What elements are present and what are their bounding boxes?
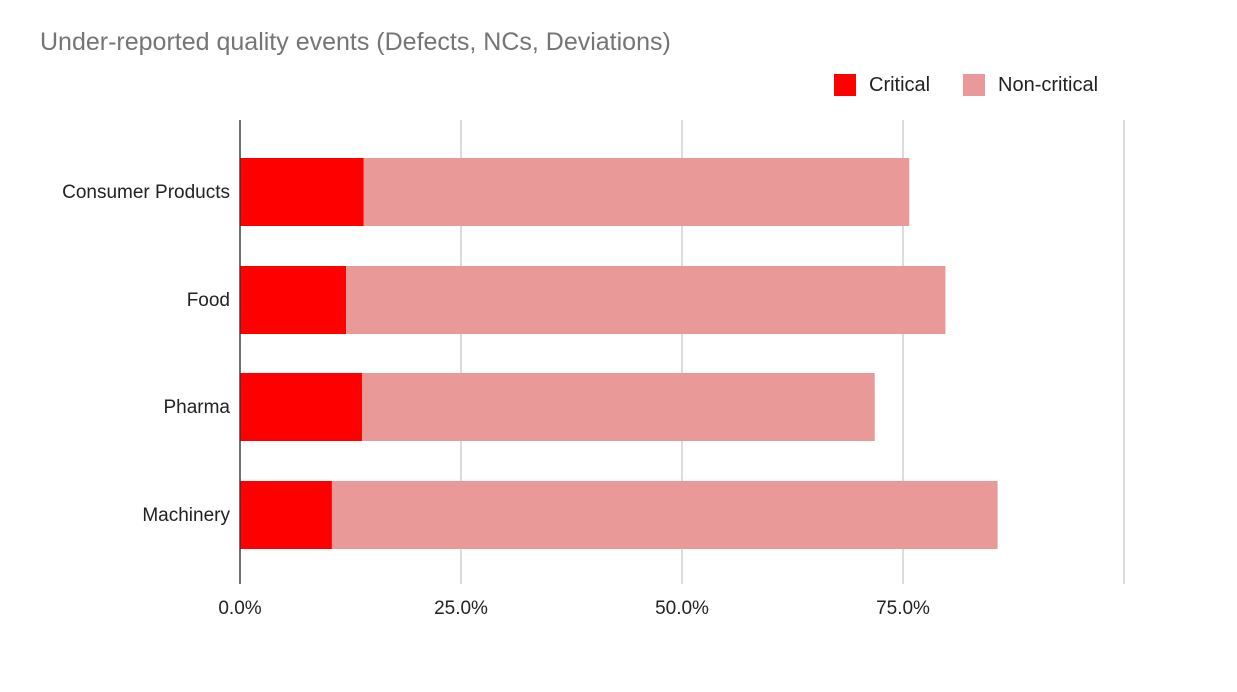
category-labels: Consumer Products Food Pharma Machinery (62, 182, 230, 526)
category-label-food: Food (187, 290, 230, 311)
bar-non-critical-food (346, 266, 946, 334)
chart-title: Under-reported quality events (Defects, … (40, 28, 671, 56)
legend-swatch-critical (834, 74, 856, 96)
bar-non-critical-machinery (331, 481, 998, 549)
bar-critical-food (240, 266, 347, 334)
bar-critical-consumer-products (240, 158, 364, 226)
bar-non-critical-consumer-products (363, 158, 910, 226)
x-tick-label: 0.0% (218, 598, 261, 619)
legend: Critical Non-critical (834, 74, 1098, 96)
bar-critical-pharma (240, 373, 362, 441)
x-axis-tick-labels: 0.0% 25.0% 50.0% 75.0% (218, 598, 930, 619)
legend-label-critical: Critical (869, 74, 930, 96)
bar-critical-machinery (240, 481, 332, 549)
x-tick-label: 75.0% (876, 598, 930, 619)
legend-label-non-critical: Non-critical (998, 74, 1098, 96)
legend-swatch-non-critical (963, 74, 985, 96)
bar-non-critical-pharma (361, 373, 875, 441)
category-label-consumer-products: Consumer Products (62, 182, 230, 203)
category-label-machinery: Machinery (142, 505, 230, 526)
category-label-pharma: Pharma (163, 397, 230, 418)
x-tick-label: 25.0% (434, 598, 488, 619)
x-tick-label: 50.0% (655, 598, 709, 619)
bars (240, 158, 998, 549)
